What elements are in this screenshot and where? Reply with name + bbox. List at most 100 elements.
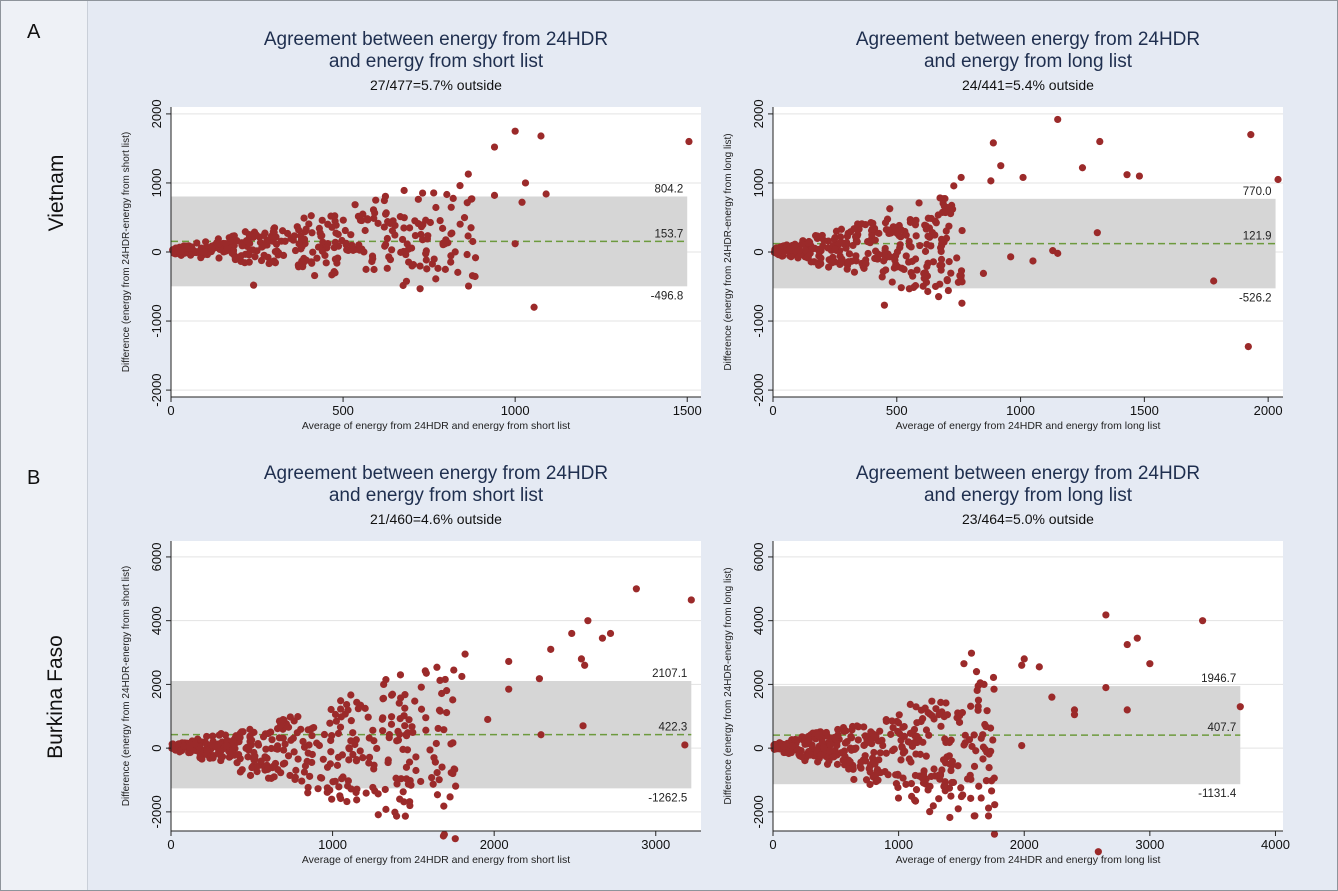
data-point xyxy=(981,720,989,729)
data-point xyxy=(919,779,928,787)
data-point xyxy=(982,777,990,785)
data-point xyxy=(974,696,983,704)
data-point xyxy=(365,759,373,767)
data-point xyxy=(381,192,390,200)
data-point xyxy=(814,758,822,766)
limit-label: -496.8 xyxy=(651,290,684,302)
data-point xyxy=(197,254,205,262)
x-tick-label: 1500 xyxy=(1130,403,1159,418)
data-point xyxy=(446,793,454,801)
data-point xyxy=(866,738,874,746)
data-point xyxy=(939,756,948,764)
data-point xyxy=(281,740,289,748)
data-point xyxy=(180,742,188,750)
data-point xyxy=(370,265,378,274)
data-point xyxy=(902,780,910,788)
data-point xyxy=(844,229,852,237)
data-point xyxy=(344,777,352,785)
data-point xyxy=(972,747,980,755)
data-point xyxy=(382,210,390,218)
data-point xyxy=(185,743,193,751)
data-point xyxy=(870,748,878,757)
data-point xyxy=(237,728,246,736)
data-point xyxy=(1018,741,1026,750)
data-point xyxy=(997,162,1005,170)
data-point xyxy=(979,731,987,739)
data-point xyxy=(327,736,335,745)
data-point xyxy=(826,746,834,755)
data-point xyxy=(172,244,180,252)
data-point xyxy=(374,790,382,798)
data-point xyxy=(981,745,989,754)
data-point xyxy=(947,792,955,800)
data-point xyxy=(876,749,884,757)
data-point xyxy=(845,250,854,258)
data-point xyxy=(384,758,392,767)
data-point xyxy=(327,705,335,714)
data-point xyxy=(854,736,862,744)
data-point xyxy=(347,231,355,239)
data-point xyxy=(892,780,901,788)
x-tick-label: 3000 xyxy=(641,837,670,852)
data-point xyxy=(456,182,464,190)
data-point xyxy=(434,724,442,733)
data-point xyxy=(511,240,519,248)
data-point xyxy=(257,757,265,765)
data-point xyxy=(392,812,401,820)
data-point xyxy=(1048,693,1056,701)
data-point xyxy=(606,629,615,638)
data-point xyxy=(471,272,479,281)
data-point xyxy=(898,264,906,272)
data-point xyxy=(237,252,245,260)
data-point xyxy=(318,216,326,224)
data-point xyxy=(1029,257,1037,265)
data-point xyxy=(251,752,259,760)
data-point xyxy=(518,198,526,206)
data-point xyxy=(433,791,442,799)
data-point xyxy=(379,695,387,703)
data-point xyxy=(382,676,390,684)
data-point xyxy=(432,203,440,212)
data-point xyxy=(416,285,424,293)
data-point xyxy=(974,706,982,714)
data-point xyxy=(847,734,856,742)
data-point xyxy=(817,751,825,759)
data-point xyxy=(303,757,311,765)
data-point xyxy=(365,734,373,742)
data-point xyxy=(191,740,199,748)
data-point xyxy=(983,707,991,715)
data-point xyxy=(850,225,858,233)
data-point xyxy=(960,660,968,668)
y-tick-label: 4000 xyxy=(149,606,164,635)
data-point xyxy=(300,214,308,222)
data-point xyxy=(226,751,234,759)
data-point xyxy=(1123,640,1131,649)
data-point xyxy=(907,758,915,766)
data-point xyxy=(1054,249,1062,257)
data-point xyxy=(316,774,325,782)
data-point xyxy=(820,743,828,752)
data-point xyxy=(584,617,592,625)
data-point xyxy=(979,755,987,763)
data-point xyxy=(302,225,310,233)
data-point xyxy=(185,748,193,757)
data-point xyxy=(245,251,253,259)
data-point xyxy=(941,780,949,788)
data-point xyxy=(834,726,842,734)
limit-label: -1262.5 xyxy=(648,792,687,804)
data-point xyxy=(401,812,409,820)
data-point xyxy=(537,132,545,140)
data-point xyxy=(387,720,396,728)
data-point xyxy=(804,239,813,247)
data-point xyxy=(328,795,336,803)
data-point xyxy=(928,697,936,705)
data-point xyxy=(875,229,883,237)
data-point xyxy=(925,731,933,739)
data-point xyxy=(915,199,923,207)
data-point xyxy=(861,221,870,229)
data-point xyxy=(353,796,361,804)
data-point xyxy=(245,230,253,239)
